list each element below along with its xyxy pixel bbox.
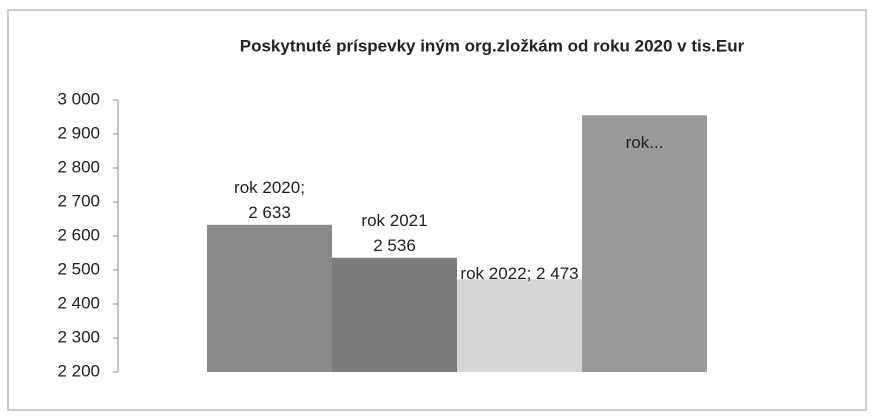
bar [207, 224, 332, 372]
y-tick-label: 2 800 [57, 157, 100, 176]
bar [332, 257, 457, 372]
data-label: rok 2020; 2 633 [234, 177, 305, 222]
data-label: rok... [625, 133, 664, 153]
y-tick-label: 2 500 [57, 259, 100, 278]
y-tick-label: 2 700 [57, 191, 100, 210]
y-tick-label: 2 400 [57, 293, 100, 312]
bar [457, 279, 582, 372]
y-tick-label: 2 200 [57, 361, 100, 380]
bar [582, 115, 707, 373]
y-tick-label: 2 900 [57, 123, 100, 142]
y-tick-label: 2 300 [57, 327, 100, 346]
data-label: rok 2022; 2 473 [460, 264, 579, 284]
data-label: rok 2021 2 536 [361, 210, 428, 255]
y-tick-label: 3 000 [57, 89, 100, 108]
y-tick-label: 2 600 [57, 225, 100, 244]
chart-title: Poskytnuté príspevky iným org.zložkám od… [240, 36, 745, 55]
